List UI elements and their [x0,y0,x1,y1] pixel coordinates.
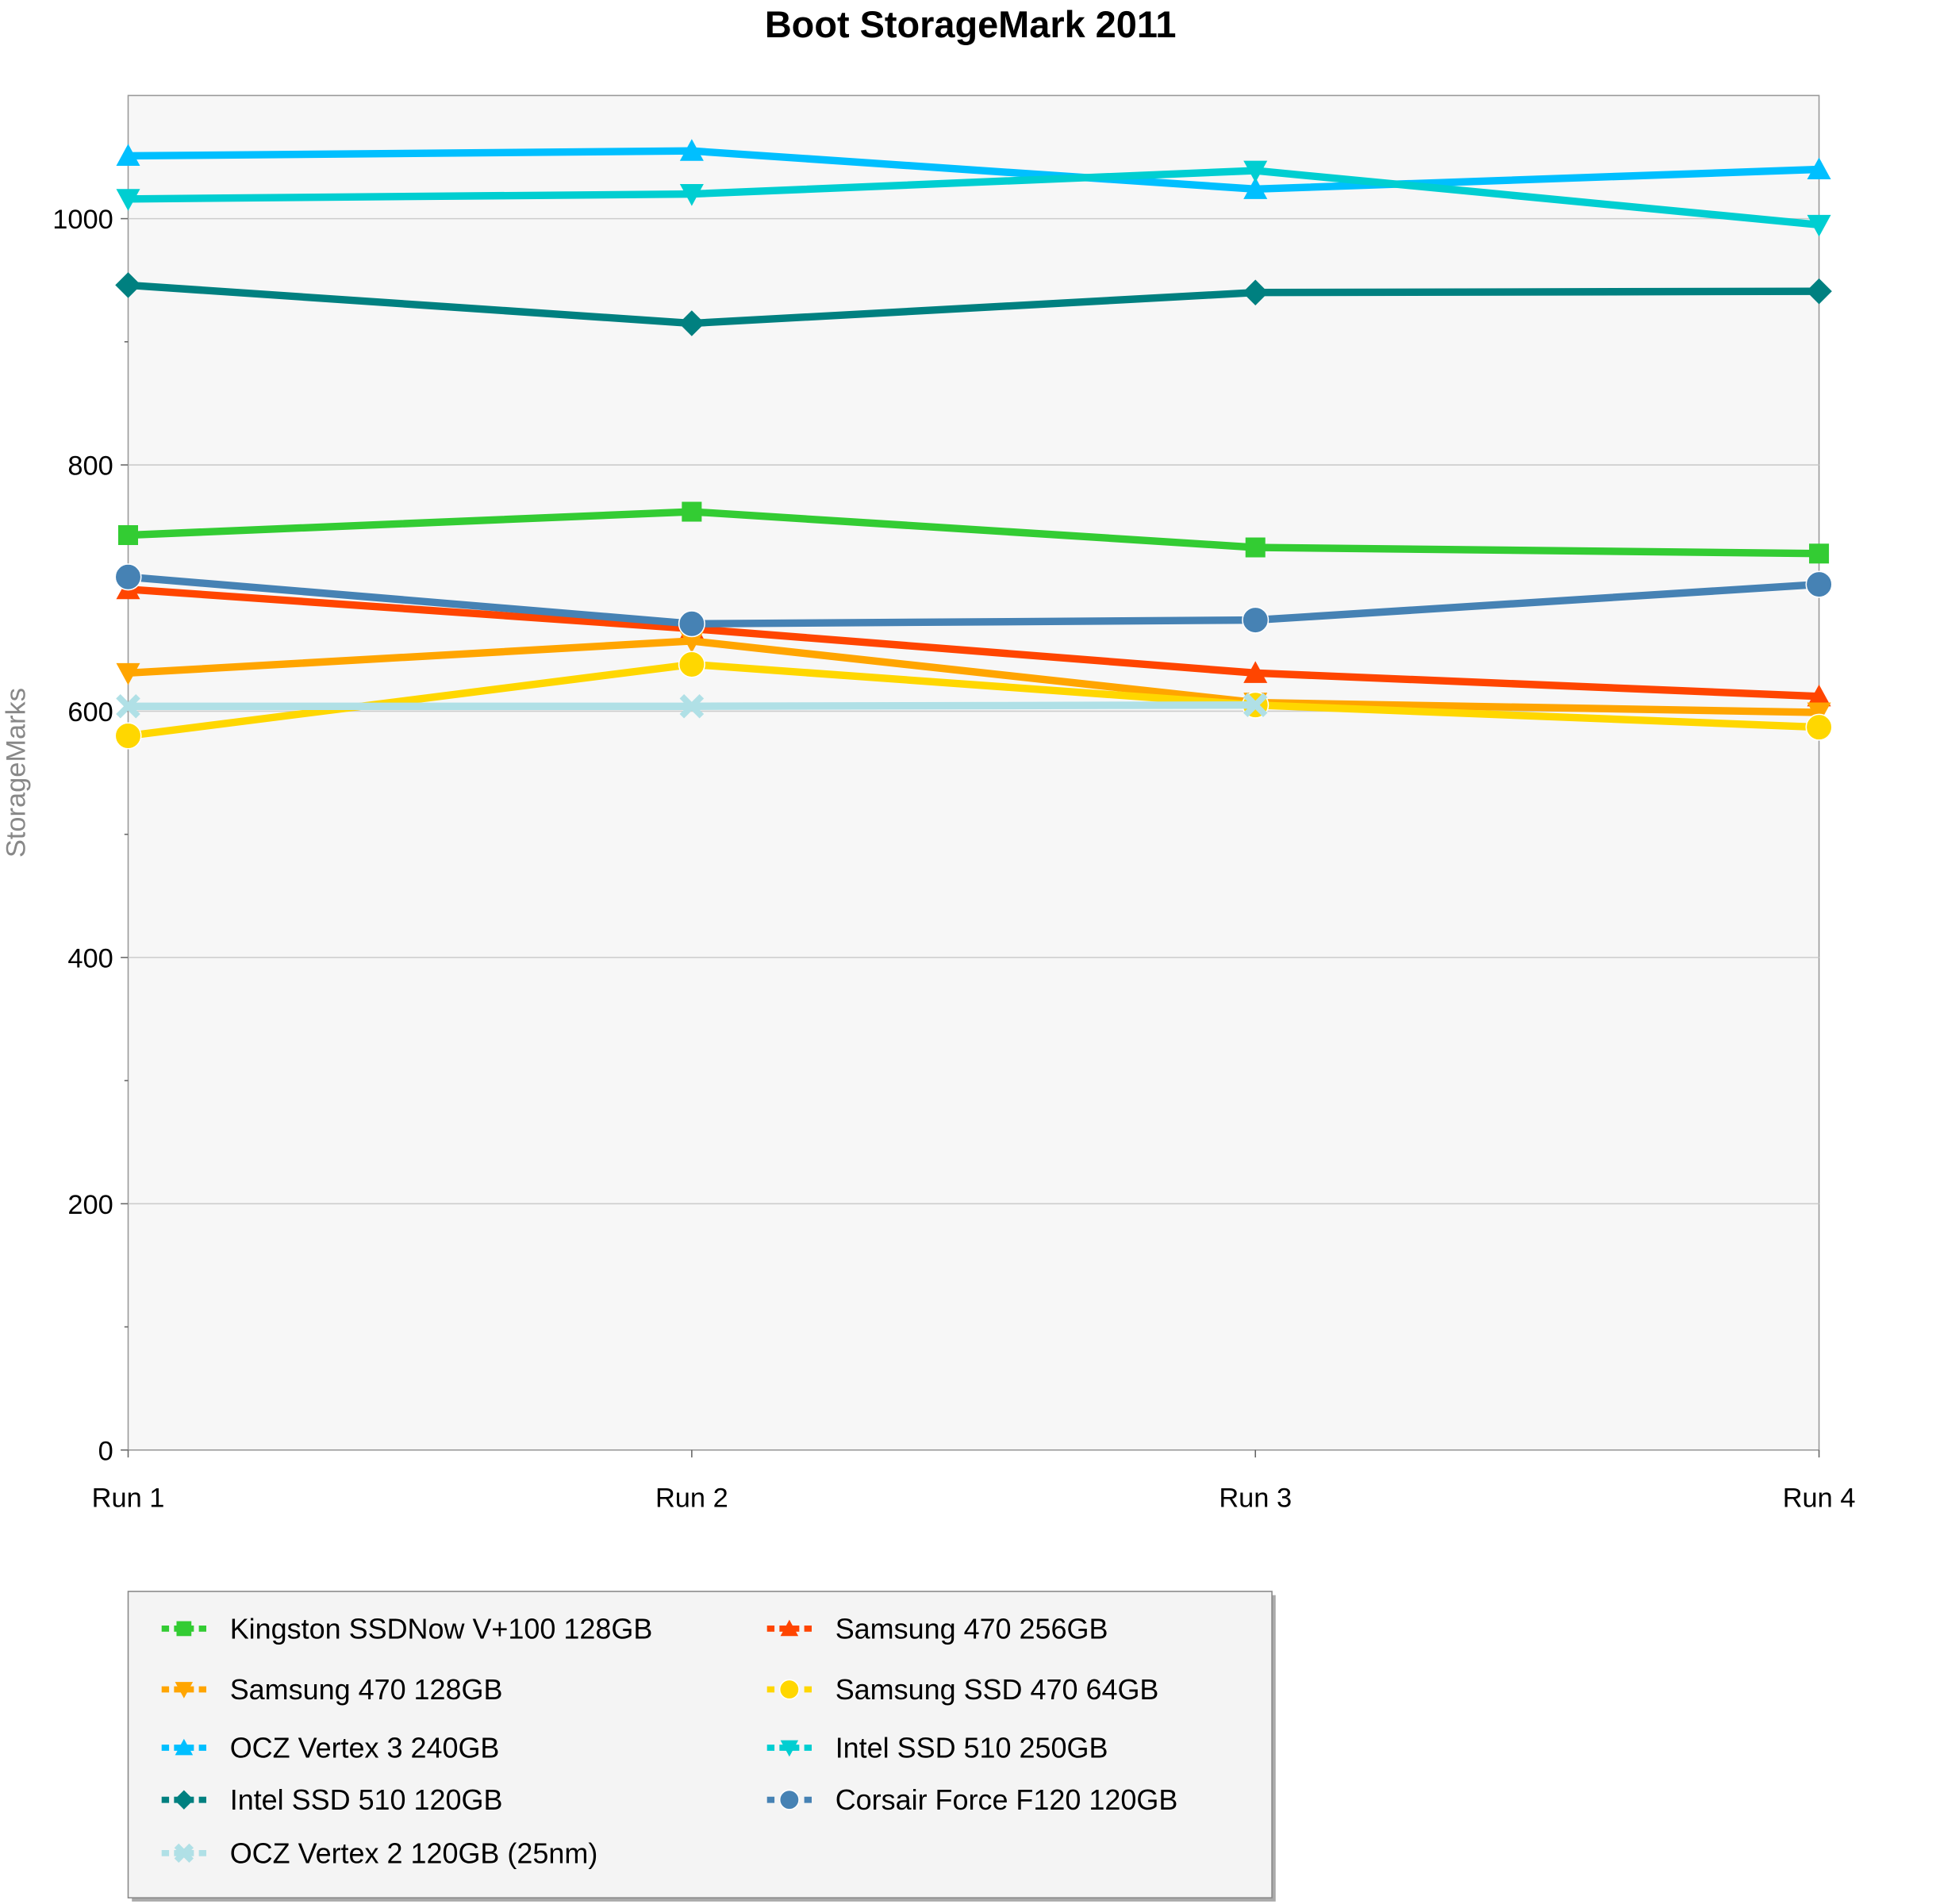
legend-item: Intel SSD 510 250GB [766,1732,1108,1764]
y-tick-label: 1000 [52,205,113,235]
series-ocz-vertex-3-240gb [116,139,1831,199]
data-point [1243,661,1268,683]
data-point [1807,214,1831,237]
legend: Kingston SSDNow V+100 128GB Samsung 470 2… [127,1591,1276,1902]
series-ocz-vertex-2-120gb-25nm- [116,693,1268,719]
legend-label: OCZ Vertex 2 120GB (25nm) [230,1837,598,1869]
x-marker-stroke [116,693,140,719]
data-point [1805,713,1833,741]
data-point [679,631,704,654]
data-point [175,1738,194,1756]
data-point [780,1619,799,1637]
legend-item: Corsair Force F120 120GB [766,1783,1178,1816]
data-point [1243,160,1268,183]
data-point [1243,177,1268,199]
x-marker-stroke [1243,693,1268,717]
legend-item: Samsung 470 128GB [161,1673,503,1706]
y-tick-label: 800 [67,451,113,482]
y-axis-label: StorageMarks [2,688,32,858]
legend-label: Corsair Force F120 120GB [835,1783,1178,1816]
legend-label: Samsung 470 256GB [835,1612,1108,1645]
series-intel-ssd-510-250gb [116,160,1831,237]
data-point [1805,570,1833,598]
data-point [778,1679,800,1700]
legend-label: Intel SSD 510 120GB [230,1783,503,1816]
x-tick-label: Run 2 [655,1484,728,1514]
data-point [780,1740,799,1757]
data-point [678,610,705,638]
series-line [128,585,1819,701]
y-tick-label: 200 [67,1190,113,1220]
legend-item: OCZ Vertex 3 240GB [161,1732,500,1764]
series-line [128,637,1819,716]
series-line [128,147,1819,194]
data-point [1806,278,1832,305]
data-point [1807,157,1831,180]
data-point [1807,702,1831,725]
data-point [679,139,704,161]
legend-item: Intel SSD 510 120GB [161,1783,503,1816]
plot-area [127,94,1820,1451]
data-point [116,189,140,211]
legend-item: Samsung SSD 470 64GB [766,1673,1159,1706]
legend-label: Kingston SSDNow V+100 128GB [230,1612,653,1645]
data-point [116,144,140,166]
data-point [114,722,142,750]
data-point [1809,543,1830,564]
data-point [679,693,705,719]
data-point [679,184,704,206]
data-point [116,662,140,685]
x-tick-label: Run 4 [1783,1484,1856,1514]
series-line [127,660,1819,740]
series-line [128,167,1820,229]
data-point [1807,684,1831,707]
series-line [128,508,1819,558]
y-tick-label: 600 [67,697,113,727]
series-line [128,573,1819,628]
data-point [1242,606,1270,634]
legend-item: Kingston SSDNow V+100 128GB [161,1612,653,1645]
data-point [117,524,139,546]
y-tick-label: 400 [67,943,113,973]
data-point [1245,537,1266,558]
series-corsair-force-f120-120gb [114,563,1833,638]
legend-label: Samsung 470 128GB [230,1673,503,1706]
legend-label: Samsung SSD 470 64GB [835,1673,1159,1706]
x-marker-stroke [679,693,705,719]
chart-title: Boot StorageMark 2011 [765,4,1177,45]
data-point [682,501,702,522]
legend-label: OCZ Vertex 3 240GB [230,1732,500,1764]
legend-label: Intel SSD 510 250GB [835,1732,1108,1764]
y-tick-label: 0 [98,1436,113,1466]
x-tick-label: Run 1 [92,1484,165,1514]
data-point [174,1843,194,1864]
data-point [116,693,140,719]
series-kingston-ssdnow-v-100-128gb [117,501,1830,564]
x-marker-stroke [174,1843,194,1864]
data-point [175,1682,194,1699]
legend-item: OCZ Vertex 2 120GB (25nm) [161,1837,598,1869]
series-line [128,281,1819,328]
data-point [1243,693,1268,717]
data-point [678,651,705,678]
legend-item: Samsung 470 256GB [766,1612,1108,1645]
data-point [778,1789,800,1810]
data-point [174,1790,194,1810]
data-point [176,1621,192,1637]
x-tick-label: Run 3 [1219,1484,1292,1514]
data-point [114,563,142,591]
